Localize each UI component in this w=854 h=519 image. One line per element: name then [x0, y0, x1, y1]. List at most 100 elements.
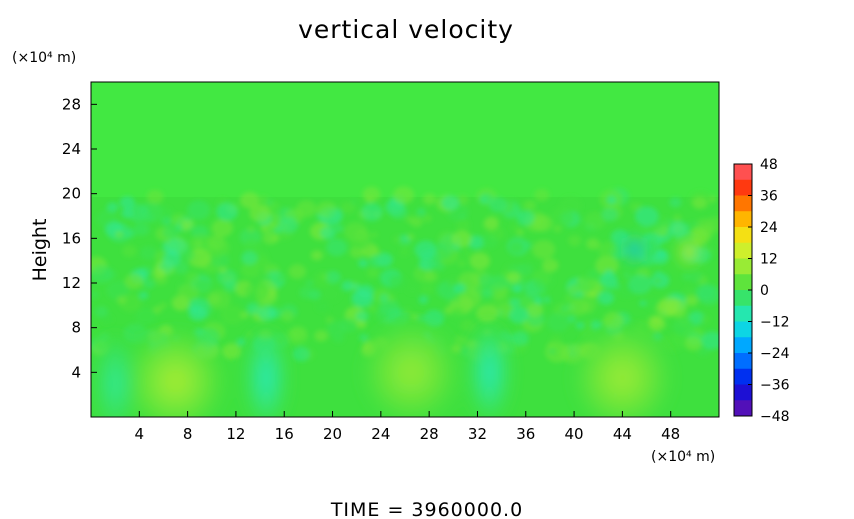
turbulence-patch	[239, 192, 260, 209]
turbulence-patch	[187, 200, 211, 220]
turbulence-patch	[656, 250, 667, 259]
turbulence-patch	[246, 303, 261, 315]
plot-frame	[90, 81, 720, 418]
y-tick-label: 4	[71, 363, 81, 381]
turbulence-patch	[262, 232, 278, 245]
turbulence-patch	[208, 238, 230, 257]
turbulence-patch	[688, 270, 703, 283]
turbulence-patch	[685, 295, 698, 306]
turbulence-patch	[684, 336, 702, 351]
turbulence-patch	[386, 294, 396, 302]
turbulence-patch	[603, 280, 615, 290]
velocity-cell-downdraft	[261, 366, 271, 390]
turbulence-patch	[257, 305, 277, 322]
turbulence-patch	[523, 200, 536, 211]
turbulence-patch	[522, 240, 533, 249]
turbulence-patch	[296, 200, 317, 218]
turbulence-patch	[508, 307, 529, 324]
turbulence-patch	[400, 240, 411, 250]
time-label: TIME = 3960000.0	[330, 499, 523, 519]
turbulence-patch	[589, 290, 597, 297]
turbulence-patch	[423, 214, 432, 223]
turbulence-patch	[418, 259, 430, 270]
turbulence-patch	[653, 277, 662, 284]
turbulence-patch	[106, 280, 130, 300]
turbulence-patch	[648, 316, 666, 331]
turbulence-patch	[441, 195, 460, 211]
colorbar-tick-label: −12	[760, 315, 790, 331]
colorbar: 48 36 24 12 0 −12 −24 −36 −48	[733, 157, 790, 425]
y-tick-label: 16	[62, 229, 81, 247]
turbulence-patch	[543, 257, 555, 267]
turbulence-patch	[598, 291, 615, 305]
turbulence-patch	[604, 269, 614, 277]
turbulence-patch	[450, 344, 461, 354]
turbulence-patch	[240, 311, 249, 319]
colorbar-segment	[734, 384, 752, 401]
turbulence-patch	[606, 196, 616, 205]
turbulence-patch	[143, 279, 155, 289]
turbulence-patch	[91, 290, 100, 299]
colorbar-segment	[734, 258, 752, 275]
velocity-cell-updraft	[610, 365, 634, 390]
colorbar-tick-label: 36	[760, 189, 778, 205]
turbulence-patch	[449, 307, 464, 319]
turbulence-patch	[159, 302, 168, 310]
turbulence-patch	[456, 194, 469, 205]
colorbar-segment	[734, 290, 752, 307]
colorbar-segment	[734, 242, 752, 259]
turbulence-patch	[292, 346, 310, 362]
turbulence-patch	[370, 231, 378, 238]
colorbar-segment	[734, 211, 752, 228]
turbulence-patch	[511, 331, 529, 346]
colorbar-segment	[734, 353, 752, 370]
turbulence-patch	[508, 241, 524, 254]
turbulence-patch	[595, 255, 619, 275]
turbulence-patch	[548, 348, 556, 355]
x-tick-label: 36	[516, 425, 535, 443]
turbulence-patch	[211, 219, 233, 238]
turbulence-patch	[326, 238, 348, 257]
turbulence-patch	[379, 299, 400, 317]
turbulence-patch	[505, 334, 515, 343]
x-tick-label: 8	[183, 425, 193, 443]
turbulence-patch	[483, 218, 499, 231]
turbulence-patch	[334, 224, 344, 233]
turbulence-patch	[140, 246, 157, 261]
colorbar-tick-label: 24	[760, 220, 778, 236]
turbulence-patch	[610, 229, 629, 245]
turbulence-patch	[639, 240, 659, 257]
turbulence-patch	[325, 270, 341, 284]
y-tick-label: 12	[62, 274, 81, 292]
turbulence-patch	[341, 280, 355, 292]
turbulence-patch	[359, 333, 369, 342]
turbulence-patch	[590, 320, 602, 330]
turbulence-patch	[681, 272, 691, 281]
colorbar-tick-label: −36	[760, 378, 790, 394]
turbulence-patch	[546, 312, 570, 332]
turbulence-patch	[597, 241, 617, 258]
feature-layer	[95, 237, 698, 417]
turbulence-patch	[392, 235, 403, 244]
turbulence-patch	[567, 284, 581, 296]
turbulence-patch	[355, 310, 369, 322]
turbulence-patch	[701, 331, 719, 350]
turbulence-patch	[207, 290, 231, 310]
turbulence-patch	[411, 313, 419, 320]
turbulence-patch	[447, 277, 459, 287]
turbulence-patch	[406, 233, 415, 241]
turbulence-patch	[220, 305, 245, 326]
colorbar-tick-label: −24	[760, 346, 790, 362]
turbulence-patch	[162, 251, 181, 267]
turbulence-patch	[245, 331, 253, 338]
turbulence-patch	[186, 272, 200, 284]
turbulence-patch	[328, 209, 343, 222]
turbulence-patch	[510, 223, 521, 232]
turbulence-patch	[481, 287, 493, 298]
turbulence-patch	[451, 230, 472, 248]
turbulence-patch	[115, 231, 123, 238]
velocity-cell-downdraft	[484, 360, 495, 384]
turbulence-patch	[564, 295, 573, 302]
turbulence-patch	[438, 231, 457, 247]
turbulence-patch	[653, 223, 663, 231]
